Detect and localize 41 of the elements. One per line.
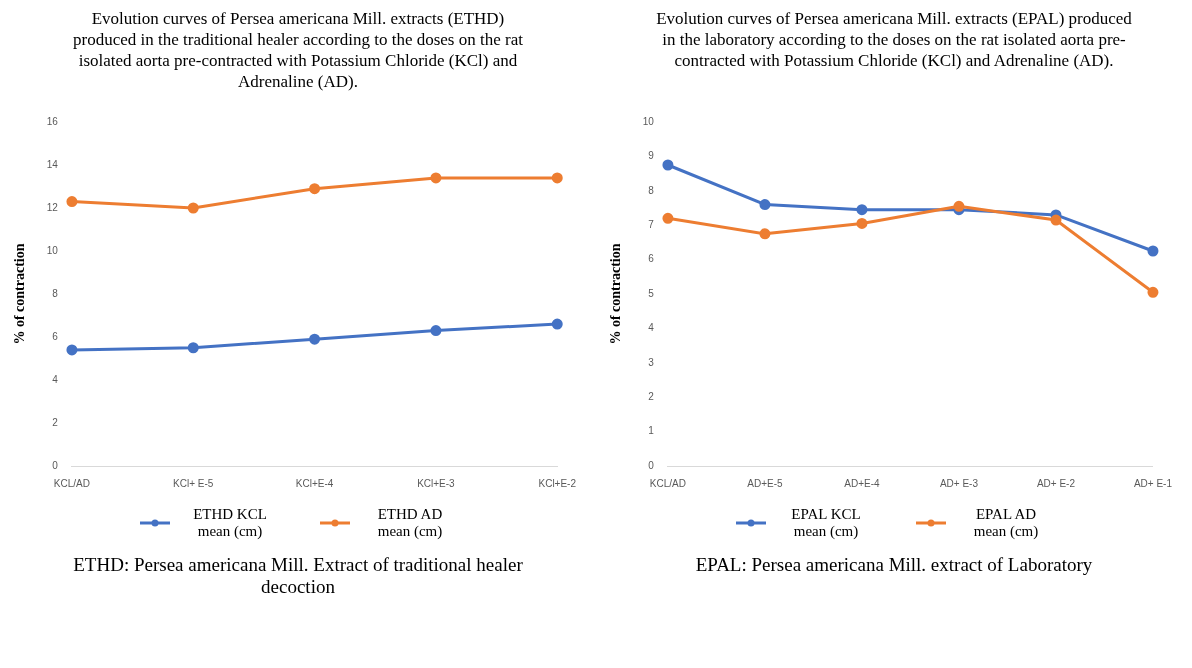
legend-label: EPAL KCL mean (cm) <box>790 506 862 540</box>
x-tick-label: KCl+ E-5 <box>173 477 214 489</box>
y-tick-label: 12 <box>46 201 59 213</box>
text: ETHD: Persea americana Mill. Extract of traditional healer decoction <box>72 554 524 598</box>
y-tick-label: 7 <box>648 218 655 230</box>
legend-label: ETHD KCL mean (cm) <box>192 506 268 540</box>
y-tick-label: 2 <box>648 390 655 402</box>
x-tick-label: KCl+E-4 <box>295 477 334 489</box>
y-tick-label: 1 <box>648 425 655 437</box>
x-tick-label: KCL/AD <box>649 477 686 489</box>
y-tick-label: 6 <box>52 330 59 342</box>
y-tick-label: 8 <box>648 184 655 196</box>
y-axis-title: % of contraction <box>608 243 624 345</box>
y-tick-label: 0 <box>52 459 59 471</box>
x-tick-label: AD+E-4 <box>844 477 881 489</box>
y-tick-label: 6 <box>648 253 655 265</box>
y-tick-label: 4 <box>648 322 655 334</box>
text: EPAL: Persea americana Mill. extract of Laboratory <box>694 554 1094 576</box>
chart-title: Evolution curves of Persea americana Mill. extracts (EPAL) produced in the laboratory according to the doses on the rat isolated aorta pre-contracted with Potassium Chloride (KCl) and Adrenaline (AD). <box>655 8 1133 72</box>
x-tick-label: KCL/AD <box>53 477 90 489</box>
legend-label: EPAL AD mean (cm) <box>972 506 1040 540</box>
y-tick-label: 5 <box>648 287 655 299</box>
y-tick-label: 10 <box>46 244 59 256</box>
y-tick-label: 9 <box>648 150 655 162</box>
y-tick-label: 16 <box>46 115 59 127</box>
legend-label: ETHD AD mean (cm) <box>376 506 444 540</box>
x-tick-label: AD+E-5 <box>747 477 784 489</box>
y-tick-label: 14 <box>46 158 59 170</box>
y-tick-label: 3 <box>648 356 655 368</box>
x-tick-label: AD+ E-2 <box>1036 477 1076 489</box>
x-tick-label: AD+ E-1 <box>1133 477 1173 489</box>
y-tick-label: 4 <box>52 373 59 385</box>
y-tick-label: 0 <box>648 459 655 471</box>
y-tick-label: 10 <box>642 115 655 127</box>
y-tick-label: 2 <box>52 416 59 428</box>
y-axis-title: % of contraction <box>12 243 28 345</box>
y-tick-label: 8 <box>52 287 59 299</box>
x-tick-label: KCl+E-3 <box>417 477 456 489</box>
chart-title: Evolution curves of Persea americana Mill. extracts (ETHD) produced in the traditional healer according to the doses on the rat isolated aorta pre-contracted with Potassium Chloride (KCl) and Adrenaline (AD). <box>72 8 524 93</box>
x-tick-label: AD+ E-3 <box>939 477 979 489</box>
x-tick-label: KCl+E-2 <box>538 477 577 489</box>
